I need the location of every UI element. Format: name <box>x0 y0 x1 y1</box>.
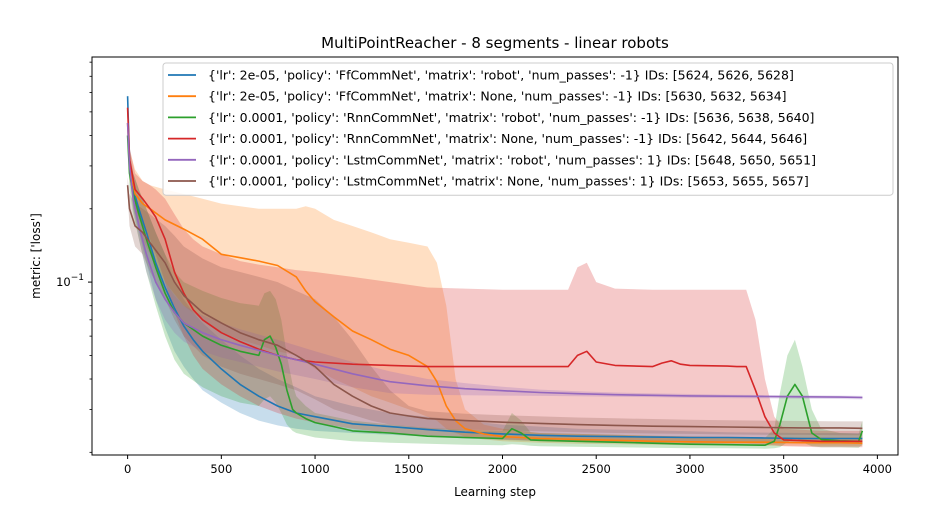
series-lines <box>126 96 864 447</box>
line-series-1 <box>126 96 863 440</box>
legend-entry: {'lr': 0.0001, 'policy': 'LstmCommNet', … <box>208 174 809 189</box>
plot-frame <box>91 56 899 456</box>
legend-entry: {'lr': 0.0001, 'policy': 'RnnCommNet', '… <box>208 110 814 125</box>
y-tick-label: 10−1 <box>56 273 84 289</box>
band-series-6 <box>127 177 863 436</box>
line-series-4 <box>126 107 863 443</box>
x-tick-label: 2000 <box>488 462 517 476</box>
line-series-2 <box>126 122 863 444</box>
x-tick-label: 0 <box>124 462 131 476</box>
legend-entry: {'lr': 2e-05, 'policy': 'FfCommNet', 'ma… <box>208 89 787 104</box>
chart-title: MultiPointReacher - 8 segments - linear … <box>321 34 669 52</box>
legend-entry: {'lr': 2e-05, 'policy': 'FfCommNet', 'ma… <box>208 68 794 83</box>
line-series-5 <box>126 122 863 399</box>
x-tick-label: 1000 <box>300 462 329 476</box>
legend: {'lr': 2e-05, 'policy': 'FfCommNet', 'ma… <box>162 62 894 196</box>
legend-entry: {'lr': 0.0001, 'policy': 'RnnCommNet', '… <box>208 131 807 146</box>
legend-entry: {'lr': 0.0001, 'policy': 'LstmCommNet', … <box>208 152 816 167</box>
x-axis-label: Learning step <box>454 485 536 499</box>
legend-box <box>162 62 894 196</box>
x-tick-label: 2500 <box>582 462 611 476</box>
x-tick-label: 1500 <box>394 462 423 476</box>
x-tick-label: 3500 <box>769 462 798 476</box>
x-tick-label: 3000 <box>675 462 704 476</box>
x-tick-label: 4000 <box>863 462 892 476</box>
y-axis-label: metric: ['loss'] <box>29 213 43 299</box>
band-series-3 <box>127 123 863 449</box>
line-series-6 <box>126 185 863 430</box>
x-axis-ticks: 0 500 1000 1500 2000 2500 3000 3500 4000 <box>124 455 892 476</box>
y-axis-ticks: 10−1 <box>56 61 92 453</box>
x-tick-label: 500 <box>210 462 232 476</box>
